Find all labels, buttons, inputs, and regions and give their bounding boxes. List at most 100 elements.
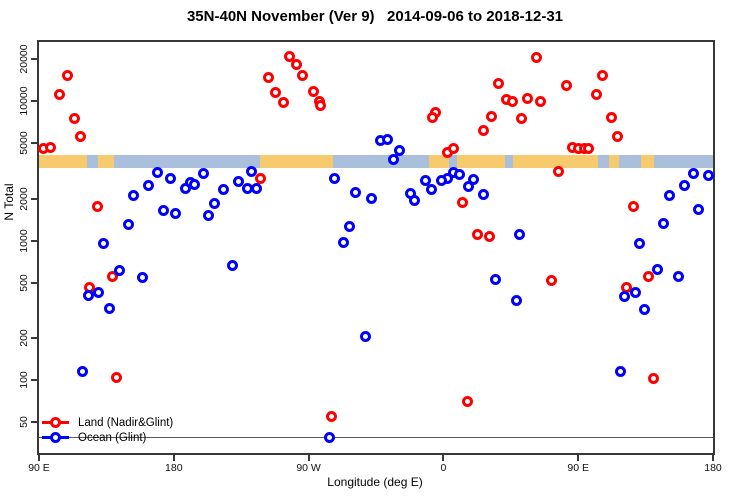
data-point-land (448, 142, 460, 154)
data-point-land (583, 142, 595, 154)
y-axis-tick (31, 239, 37, 242)
x-axis-tick (172, 455, 175, 461)
data-point-land (545, 275, 557, 287)
legend-label-ocean: Ocean (Glint) (78, 431, 147, 444)
data-point-ocean (619, 290, 631, 302)
data-point-land (75, 130, 87, 142)
data-point-ocean (679, 179, 691, 191)
data-point-land (297, 69, 309, 81)
data-point-ocean (409, 195, 421, 207)
data-point-land (472, 229, 484, 241)
data-point-ocean (93, 287, 105, 299)
data-point-ocean (198, 167, 210, 179)
y-axis-tick (31, 142, 37, 145)
data-point-land (255, 172, 267, 184)
data-point-ocean (76, 366, 88, 378)
data-point-land (69, 112, 81, 124)
plot-area: 90 E 180 90 W 0 90 E 180 50 100 200 500 1000 2000 50… (18, 40, 722, 474)
map-band-segment-ocean (449, 155, 458, 169)
data-point-ocean (246, 165, 258, 177)
data-point-land (553, 165, 565, 177)
map-band-segment-land (39, 155, 87, 169)
data-point-land (647, 372, 659, 384)
x-tick-label: 180 (704, 462, 722, 474)
data-point-ocean (436, 175, 448, 187)
data-point-ocean (394, 144, 406, 156)
map-band-segment-ocean (505, 155, 514, 169)
data-point-land (270, 86, 282, 98)
data-point-ocean (328, 172, 340, 184)
data-point-land (91, 201, 103, 213)
data-point-ocean (629, 287, 641, 299)
data-point-ocean (454, 168, 466, 180)
data-point-ocean (382, 134, 394, 146)
data-point-ocean (664, 189, 676, 201)
y-axis-tick (31, 337, 37, 340)
data-point-ocean (114, 265, 126, 277)
x-axis-tick (577, 455, 580, 461)
data-point-land (485, 110, 497, 122)
map-band-segment-land (259, 155, 333, 169)
data-point-land (515, 113, 527, 125)
data-point-ocean (638, 304, 650, 316)
data-point-ocean (226, 259, 238, 271)
x-axis-tick (442, 455, 445, 461)
data-point-ocean (360, 331, 371, 343)
y-axis-label: N Total (2, 183, 16, 221)
map-band-segment-land (457, 155, 506, 169)
data-point-ocean (97, 238, 109, 250)
data-point-land (277, 97, 289, 109)
data-point-ocean (189, 178, 201, 190)
data-point-ocean (652, 264, 664, 275)
x-tick-label: 90 E (28, 462, 50, 474)
threshold-line (39, 437, 713, 439)
data-point-ocean (324, 431, 336, 443)
data-point-land (628, 201, 640, 213)
data-point-land (283, 50, 295, 62)
data-point-ocean (151, 167, 163, 179)
data-point-ocean (217, 184, 229, 196)
data-point-land (478, 125, 490, 137)
data-point-ocean (511, 294, 523, 306)
data-point-land (461, 396, 473, 408)
data-point-ocean (463, 180, 475, 192)
data-point-ocean (673, 271, 685, 283)
x-axis-tick (712, 455, 714, 461)
y-axis-tick (31, 58, 37, 61)
data-point-ocean (658, 217, 670, 229)
data-point-ocean (136, 272, 148, 284)
y-axis-tick (31, 281, 37, 284)
map-band-segment-ocean (332, 155, 430, 169)
data-point-land (521, 93, 533, 105)
data-point-ocean (366, 193, 377, 205)
x-axis-tick (38, 455, 40, 461)
data-point-land (457, 197, 469, 209)
data-point-land (484, 230, 496, 242)
y-axis-tick (31, 379, 37, 382)
data-point-land (535, 96, 547, 108)
data-point-ocean (337, 237, 349, 249)
legend-row: Ocean (Glint) (42, 430, 173, 445)
x-tick-label: 90 W (296, 462, 321, 474)
x-axis-label: Longitude (deg E) (327, 475, 423, 489)
data-point-ocean (419, 174, 431, 186)
data-point-ocean (634, 237, 646, 249)
data-point-land (493, 78, 505, 90)
data-point-ocean (388, 153, 400, 165)
map-band-segment-land (513, 155, 599, 169)
data-point-land (596, 69, 608, 81)
data-point-ocean (202, 210, 214, 222)
data-point-ocean (208, 198, 220, 210)
x-tick-label: 0 (440, 462, 447, 474)
data-point-ocean (478, 188, 490, 200)
x-tick-label: 90 E (567, 462, 589, 474)
data-point-land (315, 99, 327, 111)
chart-title: 35N-40N November (Ver 9) 2014-09-06 to 2… (186, 8, 564, 25)
data-point-ocean (157, 204, 169, 216)
map-band-segment-ocean (619, 155, 642, 169)
data-point-ocean (250, 183, 262, 195)
legend-marker-ocean-icon (42, 432, 69, 443)
legend-row: Land (Nadir&Glint) (42, 415, 173, 430)
data-point-ocean (703, 170, 714, 182)
